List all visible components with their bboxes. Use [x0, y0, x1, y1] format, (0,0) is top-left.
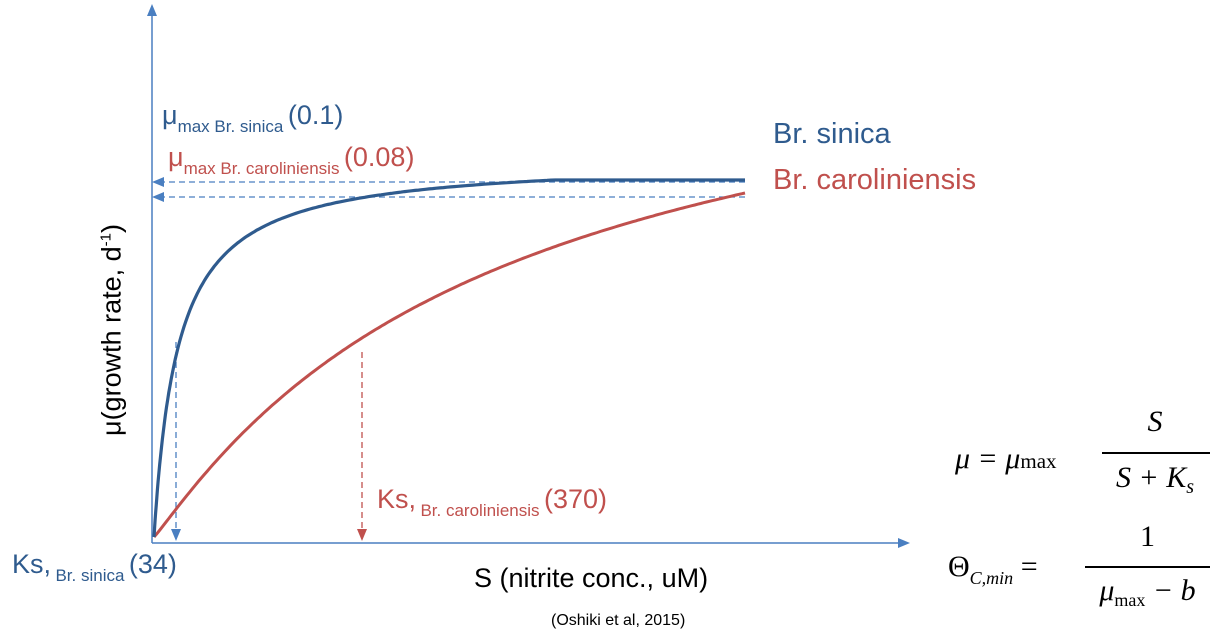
ks-sinica-prefix: Ks, — [12, 549, 52, 579]
series-line-br-sinica — [152, 178, 745, 538]
citation: (Oshiki et al, 2015) — [551, 612, 686, 629]
mu-max-sinica-label: μmax Br. sinica (0.1) — [162, 100, 344, 136]
mu-max-sinica-value: (0.1) — [287, 100, 344, 130]
y-axis-title: μ(growth rate, d-1) — [96, 224, 127, 436]
srt-denominator: μmax − b — [1085, 574, 1210, 610]
srt-num-text: 1 — [1140, 520, 1155, 553]
mu-max-sinica-guide-arrow — [152, 177, 164, 187]
monod-fraction-bar — [1102, 452, 1210, 454]
monod-den-text: S + K — [1115, 461, 1187, 494]
monod-num-text: S — [1147, 405, 1163, 438]
ks-carol-sub: Br. caroliniensis — [420, 501, 540, 520]
ks-sinica-value: (34) — [128, 549, 177, 579]
srt-numerator: 1 — [1085, 520, 1210, 554]
monod-numerator: S — [1100, 405, 1210, 439]
y-axis-arrow — [147, 4, 157, 16]
series-line-br-caroliniensis — [152, 191, 746, 538]
monod-denominator: S + Ks — [1100, 461, 1210, 498]
mu-max-carol-value: (0.08) — [343, 142, 415, 172]
mu-max-carol-label: μmax Br. caroliniensis (0.08) — [168, 142, 415, 178]
legend-br-sinica: Br. sinica — [773, 118, 891, 150]
srt-lhs-sub: C,min — [969, 568, 1014, 588]
ks-carol-guide-arrow — [357, 529, 367, 541]
srt-lhs-theta: Θ — [948, 550, 970, 583]
srt-den-mu: μ — [1099, 574, 1115, 607]
srt-fraction-bar — [1085, 566, 1210, 568]
ks-sinica-label: Ks, Br. sinica (34) — [12, 549, 177, 585]
y-axis-title-close: ) — [96, 224, 127, 234]
mu-symbol: μ — [162, 100, 178, 130]
mu-max-sinica-sub: max Br. sinica — [177, 117, 284, 136]
srt-equals: = — [1020, 550, 1038, 583]
x-axis-arrow — [898, 538, 910, 548]
y-axis-title-text: μ(growth rate, d — [96, 246, 127, 436]
monod-lhs-text: μ = μ — [955, 442, 1021, 475]
srt-den-sub: max — [1114, 590, 1146, 610]
ks-carol-prefix: Ks, — [377, 484, 417, 514]
y-axis-title-sup: -1 — [97, 233, 115, 247]
monod-den-sub: s — [1186, 476, 1195, 498]
monod-lhs: μ = μmax — [955, 442, 1057, 476]
ks-carol-value: (370) — [543, 484, 608, 514]
mu-max-carol-guide-arrow — [152, 192, 164, 202]
srt-den-rest: − b — [1145, 574, 1196, 607]
mu-symbol: μ — [168, 142, 184, 172]
ks-sinica-sub: Br. sinica — [55, 566, 125, 585]
x-axis-title: S (nitrite conc., uM) — [474, 563, 709, 593]
ks-sinica-guide-arrow — [171, 529, 181, 541]
mu-max-carol-sub: max Br. caroliniensis — [183, 159, 340, 178]
legend-br-caroliniensis: Br. caroliniensis — [773, 164, 977, 196]
srt-lhs: ΘC,min = — [948, 550, 1038, 588]
monod-lhs-sub: max — [1020, 449, 1057, 473]
ks-carol-label: Ks, Br. caroliniensis (370) — [377, 484, 608, 520]
